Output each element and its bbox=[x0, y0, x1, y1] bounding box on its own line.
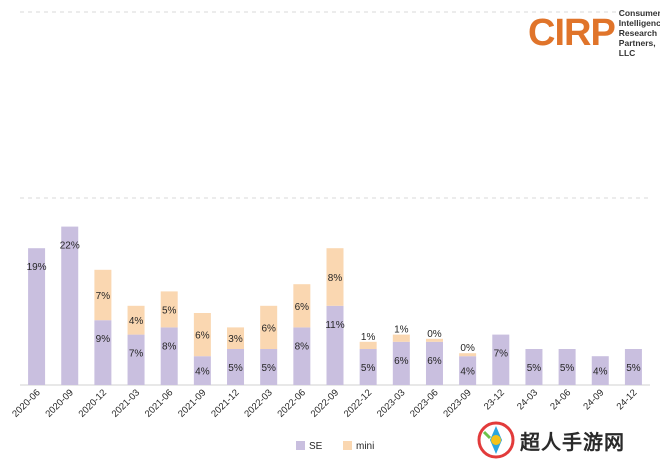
bar-mini bbox=[94, 269, 112, 321]
x-tick-label: 2021-06 bbox=[143, 387, 175, 419]
bar-se bbox=[160, 327, 178, 385]
data-label-se: 5% bbox=[527, 363, 542, 374]
bar-se bbox=[260, 349, 278, 385]
x-tick-label: 2023-09 bbox=[441, 387, 473, 419]
bar-se bbox=[392, 341, 410, 385]
logo-line: Consumer bbox=[618, 8, 660, 18]
data-label-se: 5% bbox=[560, 363, 575, 374]
x-tick-label: 2020-09 bbox=[43, 387, 75, 419]
data-label-se: 19% bbox=[27, 262, 47, 273]
x-tick-label: 2020-06 bbox=[10, 387, 42, 419]
legend-label: mini bbox=[356, 441, 374, 452]
site-watermark: 超人手游网 bbox=[476, 418, 656, 462]
data-label-se: 6% bbox=[427, 356, 442, 367]
legend-swatch bbox=[296, 441, 305, 450]
data-label-mini: 8% bbox=[328, 273, 343, 284]
x-tick-label: 23-12 bbox=[482, 387, 507, 412]
data-label-se: 7% bbox=[494, 349, 509, 360]
bar-mini bbox=[160, 291, 178, 328]
bar-se bbox=[193, 356, 211, 385]
logo-subtitle: Consumer Intelligence Research Partners,… bbox=[619, 8, 660, 58]
data-label-se: 4% bbox=[460, 367, 475, 378]
watermark-text: 超人手游网 bbox=[520, 429, 625, 454]
bar-mini bbox=[193, 313, 211, 357]
logo-line: Research bbox=[618, 28, 658, 38]
bar-mini bbox=[227, 327, 245, 349]
x-tick-label: 24-09 bbox=[581, 387, 606, 412]
data-label-mini: 1% bbox=[361, 332, 376, 343]
data-label-se: 22% bbox=[60, 241, 80, 252]
data-label-mini: 6% bbox=[295, 302, 310, 313]
data-label-se: 7% bbox=[129, 349, 144, 360]
x-tick-label: 2022-09 bbox=[309, 387, 341, 419]
data-label-se: 5% bbox=[361, 363, 376, 374]
bar-se bbox=[492, 334, 510, 385]
x-tick-label: 2022-12 bbox=[342, 387, 374, 419]
bar-mini bbox=[326, 248, 344, 306]
logo-mark: CIRP bbox=[528, 12, 616, 54]
logo-line: Intelligence bbox=[618, 18, 660, 28]
x-tick-label: 2023-03 bbox=[375, 387, 407, 419]
data-label-mini: 5% bbox=[162, 305, 177, 316]
data-label-se: 4% bbox=[593, 367, 608, 378]
x-tick-label: 2021-12 bbox=[209, 387, 241, 419]
data-label-se: 9% bbox=[96, 334, 111, 345]
cirp-logo: CIRP Consumer Intelligence Research Part… bbox=[528, 4, 660, 62]
bar-se bbox=[94, 320, 112, 385]
bar-se bbox=[525, 349, 543, 385]
bar-se bbox=[558, 349, 576, 385]
x-tick-label: 24-03 bbox=[515, 387, 540, 412]
data-label-mini: 3% bbox=[228, 334, 243, 345]
bar-se bbox=[425, 341, 443, 385]
data-label-se: 4% bbox=[195, 367, 210, 378]
data-label-se: 11% bbox=[325, 320, 344, 331]
data-label-mini: 1% bbox=[394, 325, 409, 336]
bar-se bbox=[591, 356, 609, 385]
data-label-mini: 0% bbox=[460, 343, 475, 354]
x-tick-label: 2022-03 bbox=[242, 387, 274, 419]
bar-mini bbox=[260, 305, 278, 349]
bar-se bbox=[61, 226, 79, 385]
bar-se bbox=[28, 248, 46, 385]
bar-se bbox=[624, 349, 642, 385]
bar-mini bbox=[359, 341, 377, 349]
data-label-se: 8% bbox=[295, 341, 310, 352]
bar-mini bbox=[127, 305, 145, 335]
logo-line: Partners, LLC bbox=[618, 38, 656, 58]
data-label-mini: 0% bbox=[427, 329, 442, 340]
x-tick-label: 2021-03 bbox=[110, 387, 142, 419]
data-label-mini: 6% bbox=[261, 323, 276, 334]
bar-se bbox=[459, 356, 477, 385]
x-tick-label: 24-06 bbox=[548, 387, 573, 412]
bar-mini bbox=[425, 338, 443, 342]
bar-se bbox=[227, 349, 245, 385]
bar-mini bbox=[459, 353, 477, 357]
bar-mini bbox=[392, 334, 410, 342]
data-label-mini: 6% bbox=[195, 331, 210, 342]
x-tick-label: 2023-06 bbox=[408, 387, 440, 419]
bar-se bbox=[326, 305, 344, 385]
x-tick-label: 24-12 bbox=[615, 387, 640, 412]
data-label-se: 5% bbox=[228, 363, 243, 374]
data-label-se: 8% bbox=[162, 341, 177, 352]
data-label-se: 6% bbox=[394, 356, 409, 367]
bar-se bbox=[359, 349, 377, 385]
legend-swatch bbox=[343, 441, 352, 450]
x-tick-label: 2021-09 bbox=[176, 387, 208, 419]
data-label-se: 5% bbox=[261, 363, 276, 374]
data-label-mini: 7% bbox=[96, 291, 111, 302]
x-tick-label: 2020-12 bbox=[77, 387, 109, 419]
data-label-mini: 4% bbox=[129, 316, 144, 327]
bar-se bbox=[127, 334, 145, 385]
x-tick-label: 2022-06 bbox=[276, 387, 308, 419]
legend-label: SE bbox=[309, 441, 323, 452]
watermark-icon bbox=[477, 421, 515, 459]
data-label-se: 5% bbox=[626, 363, 641, 374]
bar-mini bbox=[293, 284, 311, 328]
bar-se bbox=[293, 327, 311, 385]
